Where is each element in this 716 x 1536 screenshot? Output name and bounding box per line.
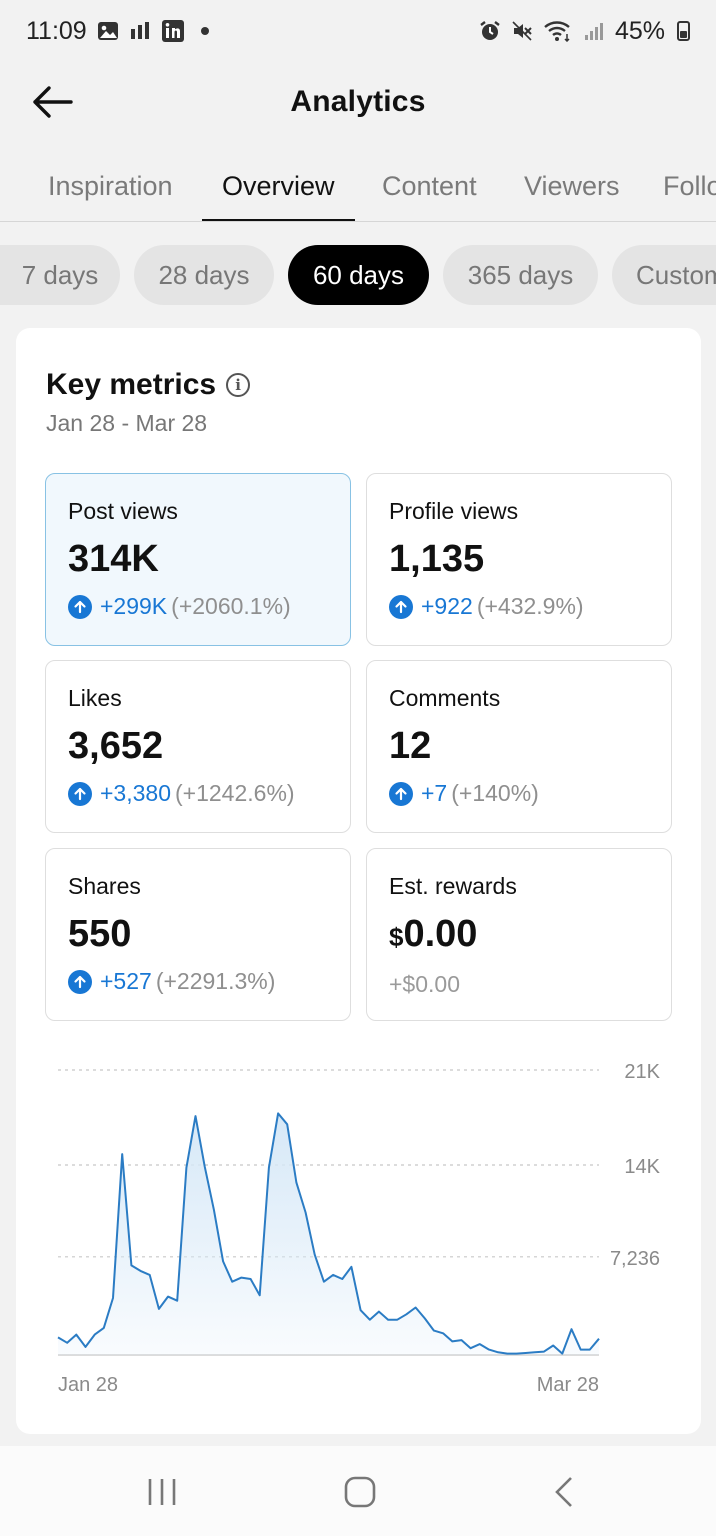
- metric-value: 550: [68, 913, 132, 955]
- metric-delta-value: +7: [421, 780, 448, 806]
- tab-inspiration[interactable]: Inspiration: [48, 170, 173, 201]
- metric-delta: +3,380 (+1242.6%): [68, 780, 328, 807]
- system-nav-bar: [0, 1446, 716, 1536]
- metric-card-shares[interactable]: Shares 550 +527 (+2291.3%): [45, 848, 351, 1021]
- arrow-up-circle-icon: [389, 781, 413, 806]
- chart-area-fill: [58, 1113, 599, 1355]
- arrow-left-icon: [33, 86, 73, 118]
- x-tick-label: Mar 28: [537, 1374, 599, 1396]
- arrow-up-circle-icon: [389, 594, 413, 619]
- tab-followers[interactable]: Followers: [663, 170, 716, 201]
- metric-delta-percent: (+140%): [451, 780, 539, 806]
- back-button[interactable]: [28, 80, 76, 124]
- metric-delta: +527 (+2291.3%): [68, 968, 328, 995]
- metric-value: 314K: [68, 538, 159, 580]
- mute-icon: [511, 20, 533, 42]
- metric-delta: +922 (+432.9%): [389, 593, 649, 620]
- metric-delta-percent: (+432.9%): [476, 593, 584, 619]
- metric-delta-percent: (+2060.1%): [171, 593, 291, 619]
- metric-card-est-rewards[interactable]: Est. rewards $0.00 +$0.00: [366, 848, 672, 1021]
- metric-label: Comments: [389, 685, 501, 711]
- x-tick-label: Jan 28: [58, 1374, 118, 1396]
- metric-value: 12: [389, 725, 432, 767]
- arrow-up-circle-icon: [68, 781, 92, 806]
- chip-7-days[interactable]: 7 days: [0, 245, 120, 305]
- page-title: Analytics: [290, 85, 426, 118]
- metric-label: Profile views: [389, 498, 519, 524]
- date-range-label: Jan 28 - Mar 28: [46, 410, 208, 436]
- home-icon: [344, 1476, 376, 1508]
- metric-value: $0.00: [389, 912, 649, 959]
- key-metrics-card: Key metrics i Jan 28 - Mar 28 Post views…: [16, 328, 701, 1434]
- currency-symbol: $: [389, 922, 404, 952]
- metric-delta-value: +$0.00: [389, 971, 460, 997]
- notification-dot-icon: [200, 27, 209, 35]
- metric-delta: +299K (+2060.1%): [68, 593, 328, 620]
- metric-delta-percent: (+2291.3%): [155, 968, 276, 994]
- metric-value-number: 0.00: [403, 913, 478, 955]
- alarm-icon: [479, 20, 501, 42]
- metric-card-likes[interactable]: Likes 3,652 +3,380 (+1242.6%): [45, 660, 351, 833]
- battery-percent: 45%: [614, 16, 665, 45]
- metric-label: Est. rewards: [389, 873, 517, 899]
- metric-delta-percent: (+1242.6%): [175, 780, 295, 806]
- arrow-up-circle-icon: [68, 594, 92, 619]
- recents-icon: [148, 1479, 176, 1505]
- date-range-chips: 7 days 28 days 60 days 365 days Custom: [0, 245, 716, 307]
- tab-content[interactable]: Content: [382, 170, 477, 201]
- metric-delta-value: +527: [100, 968, 152, 994]
- battery-icon: [677, 21, 690, 41]
- metric-label: Post views: [68, 498, 178, 524]
- metric-label: Shares: [68, 873, 141, 899]
- key-metrics-title: Key metrics: [46, 368, 217, 401]
- y-tick-label: 14K: [624, 1156, 660, 1178]
- app-header: Analytics: [0, 62, 716, 142]
- y-tick-label: 7,236: [610, 1248, 660, 1270]
- tab-bar: Inspiration Overview Content Viewers Fol…: [0, 150, 716, 222]
- post-views-chart[interactable]: 21K 14K 7,236 Jan 28 Mar 28: [16, 1048, 701, 1408]
- metric-delta-value: +299K: [100, 593, 168, 619]
- chip-365-days[interactable]: 365 days: [443, 245, 598, 305]
- metric-card-comments[interactable]: Comments 12 +7 (+140%): [366, 660, 672, 833]
- home-button[interactable]: [330, 1470, 390, 1514]
- cell-signal-icon: [583, 20, 605, 42]
- chip-custom[interactable]: Custom: [612, 245, 716, 305]
- status-bar: 11:09 45%: [0, 0, 716, 62]
- info-icon[interactable]: i: [226, 373, 251, 397]
- tab-viewers[interactable]: Viewers: [524, 170, 620, 201]
- chip-28-days[interactable]: 28 days: [134, 245, 274, 305]
- arrow-up-circle-icon: [68, 969, 92, 994]
- linkedin-icon: [161, 19, 185, 43]
- metric-delta: +$0.00: [389, 971, 649, 998]
- chart-series-line: [57, 1112, 600, 1355]
- nav-back-button[interactable]: [534, 1470, 594, 1514]
- chip-60-days[interactable]: 60 days: [288, 245, 429, 305]
- recents-button[interactable]: [132, 1470, 192, 1514]
- metric-card-profile-views[interactable]: Profile views 1,135 +922 (+432.9%): [366, 473, 672, 646]
- key-metrics-heading: Key metrics i: [46, 368, 251, 402]
- y-tick-label: 21K: [624, 1061, 660, 1083]
- status-time: 11:09: [26, 16, 87, 45]
- signal-bars-icon: [129, 20, 151, 42]
- metric-label: Likes: [68, 685, 122, 711]
- tab-overview[interactable]: Overview: [202, 150, 354, 221]
- metric-delta: +7 (+140%): [389, 780, 649, 807]
- wifi-icon: [543, 20, 573, 42]
- metric-delta-value: +3,380: [100, 780, 171, 806]
- nav-back-icon: [555, 1477, 572, 1507]
- metric-card-post-views[interactable]: Post views 314K +299K (+2060.1%): [45, 473, 351, 646]
- metric-value: 1,135: [389, 538, 485, 580]
- metric-delta-value: +922: [421, 593, 473, 619]
- gallery-icon: [97, 20, 119, 42]
- metric-value: 3,652: [68, 725, 164, 767]
